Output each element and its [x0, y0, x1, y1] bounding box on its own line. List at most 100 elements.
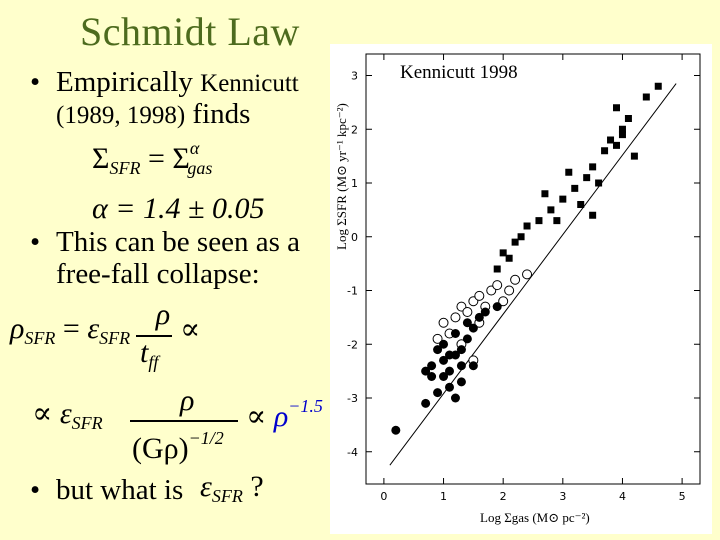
- y-tick-label: 1: [351, 177, 358, 190]
- fraction2-numerator: ρ: [180, 384, 195, 417]
- data-point-square: [511, 238, 519, 246]
- data-point-open-circle: [498, 296, 509, 307]
- sfr-subscript: SFR: [24, 328, 56, 348]
- data-point-open-circle: [432, 333, 443, 344]
- epsilon-symbol: ε: [59, 397, 72, 430]
- bullet-line-1: This can be seen as a: [56, 226, 300, 258]
- y-tick-label: -3: [347, 392, 358, 405]
- data-point-filled-circle: [468, 361, 478, 371]
- data-point-square: [505, 254, 513, 262]
- data-point-filled-circle: [421, 366, 431, 376]
- data-point-filled-circle: [445, 366, 454, 376]
- data-point-open-circle: [522, 269, 533, 280]
- data-point-filled-circle: [462, 334, 472, 344]
- neg-half-superscript: −1/2: [188, 428, 224, 448]
- data-point-filled-circle: [450, 329, 460, 338]
- y-tick-label: -1: [347, 285, 358, 298]
- data-point-open-circle: [462, 307, 473, 317]
- propto-glyph: ∝: [32, 397, 53, 430]
- sigma-symbol-gas: Σ: [172, 142, 190, 175]
- equation-rho-power: ∝ ρ−1.5: [246, 396, 323, 434]
- data-point-filled-circle: [427, 372, 437, 381]
- propto-glyph: ∝: [180, 313, 201, 346]
- data-point-filled-circle: [433, 345, 443, 355]
- data-point-square: [553, 217, 561, 225]
- sfr-subscript: SFR: [99, 328, 131, 348]
- data-point-filled-circle: [439, 355, 449, 365]
- y-tick-label: -4: [347, 446, 358, 459]
- plot-label: Kennicutt 1998: [400, 62, 518, 83]
- data-point-square: [613, 141, 620, 149]
- data-point-square: [607, 136, 615, 144]
- data-point-filled-circle: [439, 339, 449, 349]
- data-point-filled-circle: [445, 350, 454, 360]
- bullet-dot: •: [30, 226, 41, 258]
- bullet-empirically: Empirically: [56, 66, 193, 98]
- propto-symbol: ∝: [180, 312, 200, 347]
- bullet-dot: •: [30, 66, 41, 98]
- slide-title: Schmidt Law: [80, 9, 300, 54]
- y-axis-label: Log ΣSFR (M⊙ yr⁻¹ kpc⁻²): [334, 103, 349, 250]
- x-tick-label: 4: [619, 490, 626, 503]
- sfr-subscript: SFR: [109, 158, 141, 178]
- equation-eps-sfr: εSFR ?: [200, 470, 264, 507]
- y-tick-label: 0: [351, 231, 358, 244]
- bullet-finds: finds: [192, 98, 251, 131]
- rho-blue: ρ: [273, 400, 289, 433]
- x-tick-label: 1: [440, 490, 447, 503]
- sigma-symbol: Σ: [92, 142, 110, 175]
- data-point-square: [589, 211, 597, 219]
- rho-symbol: ρ: [10, 312, 25, 345]
- fraction2-bar: [130, 420, 238, 422]
- x-tick-label: 3: [559, 490, 566, 503]
- bullet-free-fall: • This can be seen as a free-fall collaps…: [30, 226, 300, 291]
- equals-symbol: =: [62, 312, 80, 345]
- data-point-filled-circle: [456, 361, 466, 371]
- gas-subscript: gas: [187, 158, 213, 178]
- data-point-filled-circle: [456, 345, 466, 355]
- fit-line: [389, 83, 677, 466]
- y-tick-label: -2: [347, 338, 358, 351]
- exponent-neg-1-5: −1.5: [288, 396, 323, 416]
- data-point-square: [565, 168, 573, 176]
- data-point-open-circle: [474, 290, 485, 301]
- data-point-filled-circle: [456, 377, 466, 387]
- data-point-square: [595, 179, 603, 187]
- data-point-square: [559, 195, 567, 203]
- equation-rho-sfr: ρSFR = εSFR: [10, 312, 130, 349]
- bullet-question: • but what is: [30, 474, 183, 506]
- epsilon-symbol: ε: [87, 312, 100, 345]
- epsilon-symbol: ε: [200, 470, 212, 503]
- data-point-square: [541, 190, 549, 198]
- data-point-square: [577, 201, 585, 208]
- fraction-bar: [136, 335, 172, 337]
- data-point-open-circle: [492, 280, 503, 291]
- data-point-filled-circle: [468, 323, 478, 333]
- data-point-open-circle: [504, 285, 515, 296]
- data-point-filled-circle: [462, 318, 472, 328]
- data-point-open-circle: [438, 317, 449, 328]
- data-point-square: [517, 233, 525, 241]
- fraction2-denominator: (Gρ)−1/2: [132, 428, 224, 466]
- bullet-but-what: but what is: [56, 474, 184, 506]
- data-point-square: [535, 217, 543, 225]
- bullet-kennicutt: Kennicutt: [200, 70, 299, 97]
- data-point-square: [624, 115, 632, 122]
- data-point-filled-circle: [391, 425, 401, 435]
- x-tick-label: 5: [679, 490, 686, 503]
- alpha-value: α = 1.4 ± 0.05: [92, 192, 265, 225]
- data-point-square: [547, 206, 555, 214]
- x-tick-label: 2: [500, 490, 507, 503]
- data-point-square: [571, 184, 579, 192]
- data-point-square: [583, 174, 591, 182]
- data-point-square: [601, 147, 609, 155]
- data-point-square: [654, 82, 662, 90]
- g-rho-term: (Gρ): [132, 432, 189, 465]
- data-point-filled-circle: [427, 361, 437, 371]
- data-point-filled-circle: [421, 398, 431, 408]
- y-tick-label: 2: [351, 123, 358, 136]
- data-point-square: [523, 222, 531, 230]
- bullet-line-2: free-fall collapse:: [56, 258, 260, 291]
- data-point-filled-circle: [474, 312, 484, 322]
- sfr-subscript: SFR: [71, 413, 103, 433]
